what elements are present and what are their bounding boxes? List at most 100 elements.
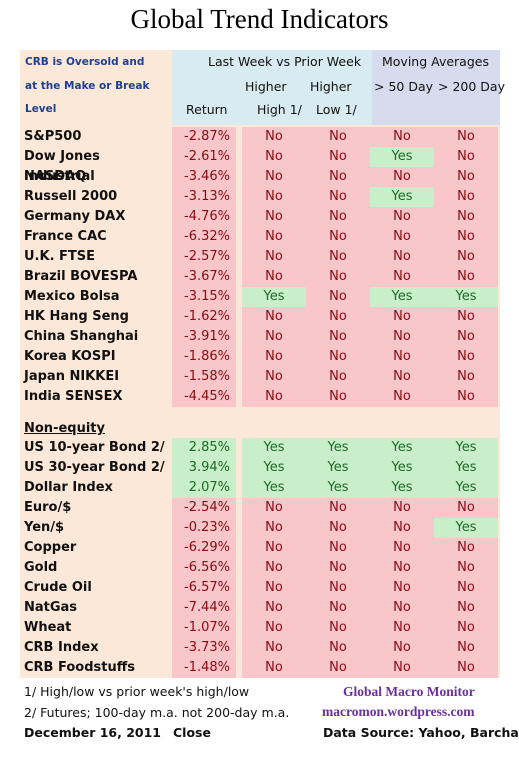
above-200-day-flag: No (434, 167, 498, 187)
return-value: -2.87% (172, 127, 236, 147)
return-value: -3.13% (172, 187, 236, 207)
higher-low-flag: No (306, 498, 370, 518)
return-value: -1.07% (172, 618, 236, 638)
row-label: Euro/$ (24, 500, 72, 515)
higher-low-flag: No (306, 598, 370, 618)
above-200-day-flag: Yes (434, 438, 498, 458)
row-label: Brazil BOVESPA (24, 269, 138, 284)
higher-high-flag: No (242, 247, 306, 267)
above-200-day-flag: No (434, 538, 498, 558)
return-value: -4.45% (172, 387, 236, 407)
higher-low-flag: No (306, 518, 370, 538)
above-50-day-flag: No (370, 638, 434, 658)
row-label: US 30-year Bond 2/ (24, 460, 165, 475)
row-label: Crude Oil (24, 580, 92, 595)
group-header-moving-averages: Moving Averages (382, 54, 489, 69)
above-200-day-flag: No (434, 367, 498, 387)
row-label: Japan NIKKEI (24, 369, 120, 384)
row-label: S&P500 (24, 129, 82, 144)
above-50-day-flag: No (370, 267, 434, 287)
return-value: 2.07% (172, 478, 236, 498)
higher-high-flag: No (242, 598, 306, 618)
above-50-day-flag: No (370, 598, 434, 618)
row-label: India SENSEX (24, 389, 123, 404)
col-header-higher-low-line2: Low 1/ (316, 102, 357, 117)
higher-high-flag: Yes (242, 478, 306, 498)
return-value: -3.67% (172, 267, 236, 287)
higher-high-flag: No (242, 127, 306, 147)
above-200-day-flag: No (434, 227, 498, 247)
row-label: Korea KOSPI (24, 349, 116, 364)
col-header-higher-low-line1: Higher (310, 79, 352, 94)
return-value: -6.29% (172, 538, 236, 558)
return-value: -3.15% (172, 287, 236, 307)
higher-low-flag: No (306, 578, 370, 598)
above-200-day-flag: No (434, 187, 498, 207)
above-50-day-flag: No (370, 247, 434, 267)
crb-note-line-1: CRB is Oversold and (25, 56, 145, 68)
higher-low-flag: No (306, 167, 370, 187)
higher-low-flag: No (306, 267, 370, 287)
higher-high-flag: No (242, 267, 306, 287)
return-value: -7.44% (172, 598, 236, 618)
above-50-day-flag: No (370, 538, 434, 558)
above-50-day-flag: No (370, 658, 434, 678)
above-200-day-flag: Yes (434, 478, 498, 498)
higher-high-flag: No (242, 367, 306, 387)
above-200-day-flag: No (434, 558, 498, 578)
above-50-day-flag: No (370, 207, 434, 227)
row-label: Wheat (24, 620, 72, 635)
return-value: -4.76% (172, 207, 236, 227)
row-label: Yen/$ (24, 520, 65, 535)
higher-high-flag: No (242, 387, 306, 407)
higher-low-flag: No (306, 367, 370, 387)
above-50-day-flag: No (370, 307, 434, 327)
above-50-day-flag: No (370, 387, 434, 407)
return-value: -6.57% (172, 578, 236, 598)
return-value: -2.57% (172, 247, 236, 267)
col-header-higher-high-line2: High 1/ (257, 102, 302, 117)
return-value: -6.32% (172, 227, 236, 247)
higher-high-flag: No (242, 538, 306, 558)
above-50-day-flag: Yes (370, 287, 434, 307)
row-label: Russell 2000 (24, 189, 118, 204)
higher-high-flag: No (242, 518, 306, 538)
higher-low-flag: No (306, 387, 370, 407)
higher-high-flag: No (242, 227, 306, 247)
above-50-day-flag: Yes (370, 438, 434, 458)
higher-low-flag: Yes (306, 478, 370, 498)
section-header-non-equity: Non-equity (24, 421, 105, 436)
above-50-day-flag: No (370, 518, 434, 538)
row-label: HK Hang Seng (24, 309, 129, 324)
col-header-50-day: > 50 Day (374, 79, 434, 94)
row-label: U.K. FTSE (24, 249, 96, 264)
indicator-table: CRB is Oversold and at the Make or Break… (20, 50, 505, 678)
return-value: -2.54% (172, 498, 236, 518)
above-50-day-flag: No (370, 498, 434, 518)
above-50-day-flag: No (370, 558, 434, 578)
above-200-day-flag: No (434, 327, 498, 347)
higher-high-flag: Yes (242, 458, 306, 478)
return-value: 2.85% (172, 438, 236, 458)
higher-low-flag: No (306, 147, 370, 167)
higher-high-flag: Yes (242, 287, 306, 307)
higher-low-flag: No (306, 558, 370, 578)
weekly-header-band (172, 50, 372, 125)
return-value: -0.23% (172, 518, 236, 538)
close-label: Close (173, 725, 211, 740)
crb-note-line-2: at the Make or Break (25, 80, 150, 92)
col-header-200-day: > 200 Day (438, 79, 505, 94)
data-source: Data Source: Yahoo, Barchart (323, 725, 519, 740)
higher-high-flag: No (242, 307, 306, 327)
above-200-day-flag: No (434, 658, 498, 678)
higher-low-flag: No (306, 127, 370, 147)
above-50-day-flag: Yes (370, 458, 434, 478)
row-label: Gold (24, 560, 58, 575)
report-date: December 16, 2011 (24, 725, 161, 740)
return-value: -1.62% (172, 307, 236, 327)
above-200-day-flag: No (434, 267, 498, 287)
higher-high-flag: No (242, 147, 306, 167)
higher-low-flag: No (306, 327, 370, 347)
higher-high-flag: No (242, 658, 306, 678)
return-value: -6.56% (172, 558, 236, 578)
